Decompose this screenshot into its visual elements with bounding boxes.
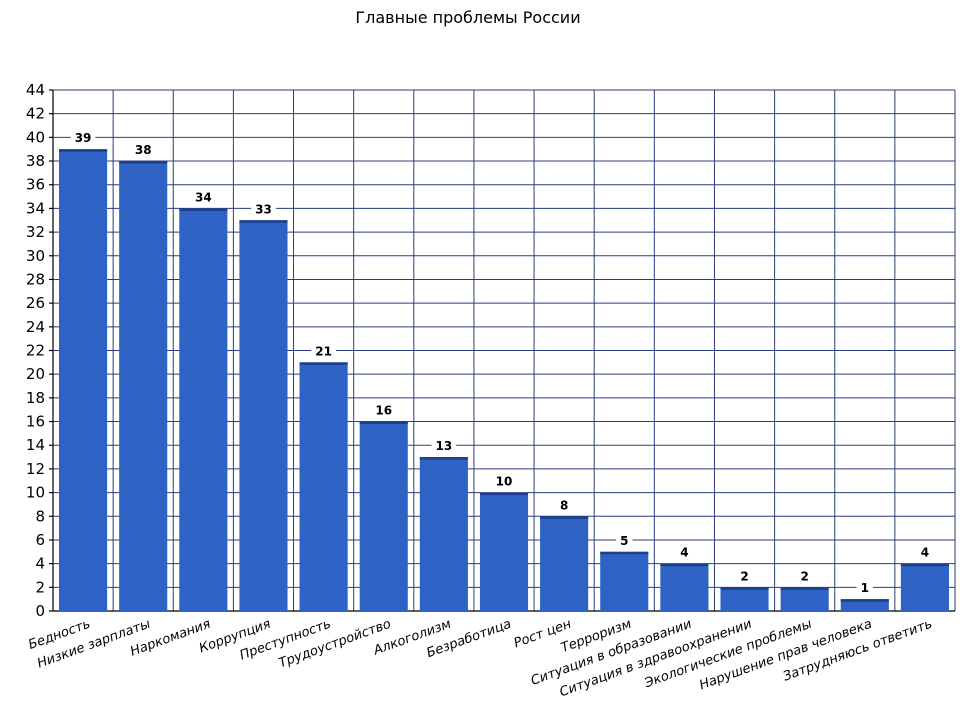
data-label-bg [555,496,573,515]
data-label: 33 [255,202,272,216]
bar-top-edge [780,587,829,590]
bar [419,457,468,611]
data-label: 16 [375,404,392,418]
bar [720,587,769,611]
bar [179,208,228,611]
data-label-bg [431,437,457,456]
bar-top-edge [720,587,769,590]
bar [600,551,649,611]
bar [119,161,168,611]
data-label: 34 [195,190,212,204]
data-label: 5 [620,534,628,548]
y-axis-ticks: 0246810121416182022242628303234363840424… [26,81,53,620]
bar [540,516,589,611]
y-tick-label: 12 [26,460,45,478]
y-tick-label: 0 [35,602,45,620]
data-label-bg [856,579,873,598]
y-tick-label: 32 [26,223,45,241]
data-label: 39 [75,131,92,145]
data-label: 4 [680,546,688,560]
bar-top-edge [119,161,168,164]
bar [59,149,108,612]
bar-top-edge [359,421,408,425]
data-label-bg [916,543,934,562]
bar-top-edge [479,492,529,496]
bar-top-edge [600,551,649,555]
data-label: 8 [560,498,568,512]
y-tick-label: 34 [26,199,45,217]
data-label-bg [616,531,633,550]
bar [900,563,949,611]
data-label-bg [311,342,336,361]
bar [660,563,709,611]
y-tick-label: 26 [26,294,45,312]
bar [299,362,348,611]
bar-top-edge [540,516,589,519]
y-tick-label: 42 [26,105,45,123]
bar [840,599,889,611]
data-label: 4 [921,546,929,560]
data-label: 2 [800,569,808,583]
data-label-bg [70,129,96,148]
bar [780,587,829,611]
y-tick-label: 6 [35,531,45,549]
data-label: 13 [436,439,453,453]
y-tick-label: 2 [35,578,45,596]
data-label-bg [190,188,216,207]
bar-top-edge [419,457,468,460]
y-tick-label: 36 [26,176,45,194]
y-tick-label: 40 [26,128,45,146]
data-label-bg [736,567,753,586]
y-tick-label: 20 [26,365,45,383]
y-tick-label: 14 [26,436,45,454]
bar-top-edge [59,149,108,152]
bar-top-edge [239,220,288,223]
y-tick-label: 10 [26,484,45,502]
data-label: 10 [496,475,513,489]
y-tick-label: 28 [26,270,45,288]
data-label-bg [371,401,397,420]
y-tick-label: 38 [26,152,45,170]
data-label: 1 [861,581,869,595]
y-tick-label: 8 [35,507,45,525]
y-tick-label: 22 [26,342,45,360]
data-label-bg [130,141,156,160]
bar-top-edge [660,563,709,567]
data-label: 2 [740,569,748,583]
y-tick-label: 24 [26,318,45,336]
data-label: 38 [135,143,152,157]
chart-title: Главные проблемы России [355,8,580,27]
data-label-bg [796,567,813,586]
y-tick-label: 44 [26,81,45,99]
bar-top-edge [179,208,228,211]
y-tick-label: 4 [35,555,45,573]
bar [479,492,529,611]
bar [239,220,288,611]
data-label: 21 [315,344,332,358]
data-label-bg [491,472,517,491]
data-label-bg [676,543,693,562]
bars [59,149,949,612]
data-label-bg [251,200,276,219]
bar-top-edge [840,599,889,602]
y-tick-label: 30 [26,247,45,265]
bar-top-edge [299,362,348,365]
bar-top-edge [900,563,949,567]
bar [359,421,408,611]
y-tick-label: 16 [26,413,45,431]
y-tick-label: 18 [26,389,45,407]
